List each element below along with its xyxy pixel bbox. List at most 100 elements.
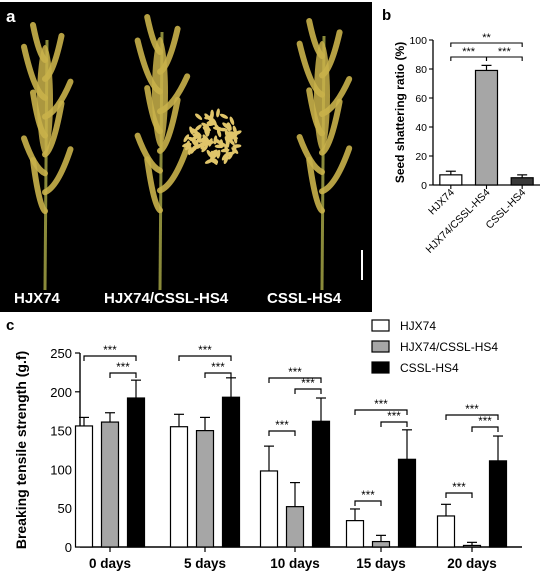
y-tick-label: 0 bbox=[421, 180, 427, 192]
x-tick-label: 15 days bbox=[356, 556, 406, 571]
significance-label: *** bbox=[478, 416, 492, 428]
seed bbox=[216, 128, 222, 138]
seed bbox=[201, 145, 208, 153]
bar bbox=[474, 69, 499, 186]
panicle-cssl-hs4 bbox=[296, 18, 353, 291]
bar bbox=[510, 177, 534, 186]
panicle-head bbox=[152, 37, 168, 147]
panicle-branch bbox=[42, 146, 74, 196]
x-tick-label: 5 days bbox=[184, 556, 226, 571]
significance-label: *** bbox=[301, 378, 315, 390]
panicle-branch bbox=[157, 144, 191, 194]
significance-bracket bbox=[380, 421, 408, 427]
seed bbox=[219, 113, 229, 119]
bar bbox=[285, 506, 305, 548]
panicle-head bbox=[37, 45, 53, 155]
panel-c-letter: c bbox=[6, 317, 14, 334]
legend-label: HJX74/CSSL-HS4 bbox=[400, 340, 498, 354]
significance-bracket bbox=[83, 355, 137, 361]
significance-label: *** bbox=[465, 404, 479, 416]
seed bbox=[195, 113, 203, 120]
seed bbox=[223, 155, 229, 165]
y-tick-label: 200 bbox=[50, 385, 72, 400]
legend-label: CSSL-HS4 bbox=[400, 361, 459, 375]
significance-label: *** bbox=[374, 399, 388, 411]
significance-bracket bbox=[178, 355, 232, 361]
seed bbox=[194, 124, 202, 132]
panicle-branch bbox=[30, 157, 48, 215]
panel-b-letter: b bbox=[382, 7, 391, 24]
legend-swatch bbox=[371, 319, 390, 332]
panel-a-letter: a bbox=[6, 7, 16, 26]
seed bbox=[224, 145, 229, 155]
y-axis-title: Seed shattering ratio (%) bbox=[393, 42, 407, 183]
seed bbox=[205, 139, 215, 144]
significance-label: *** bbox=[288, 367, 302, 379]
significance-bracket bbox=[450, 42, 523, 47]
seed bbox=[190, 135, 199, 142]
significance-bracket bbox=[204, 372, 232, 378]
legend-swatch bbox=[371, 340, 390, 353]
bar bbox=[436, 515, 456, 548]
bar bbox=[221, 396, 241, 548]
x-tick-label: 20 days bbox=[447, 556, 497, 571]
panicle-branch bbox=[319, 145, 353, 195]
label-cssl-hs4: CSSL-HS4 bbox=[267, 290, 342, 307]
bar bbox=[169, 426, 189, 548]
panicle-hjx74-cssl-hs4 bbox=[134, 14, 191, 291]
significance-label: ** bbox=[482, 32, 491, 44]
x-tick-label: HJX74/CSSL-HS4 bbox=[423, 187, 492, 256]
significance-bracket bbox=[354, 500, 382, 506]
significance-label: *** bbox=[211, 362, 225, 374]
label-hjx74-cssl-hs4: HJX74/CSSL-HS4 bbox=[104, 290, 229, 307]
seed bbox=[196, 134, 202, 143]
x-tick-label: 0 days bbox=[89, 556, 131, 571]
panicle-branch bbox=[319, 98, 343, 156]
significance-bracket bbox=[268, 377, 322, 383]
seed bbox=[232, 125, 237, 135]
significance-label: *** bbox=[103, 345, 117, 357]
detached-seeds bbox=[182, 108, 242, 165]
bar bbox=[462, 544, 482, 548]
legend-swatch bbox=[371, 361, 390, 374]
bar bbox=[311, 420, 331, 548]
panicle-branch bbox=[157, 96, 181, 154]
seed bbox=[218, 141, 227, 147]
bar bbox=[439, 174, 463, 186]
significance-bracket bbox=[471, 426, 499, 432]
significance-bracket bbox=[109, 372, 137, 378]
panel-c-chart: c 0 50 100 150 200 250 Breaking tensile streng… bbox=[6, 317, 522, 571]
significance-label: *** bbox=[387, 411, 401, 423]
seed bbox=[203, 125, 211, 132]
y-tick-label: 250 bbox=[50, 346, 72, 361]
significance-bracket bbox=[268, 430, 296, 436]
panicle-head bbox=[314, 41, 330, 151]
x-tick-label: 10 days bbox=[270, 556, 320, 571]
bar bbox=[126, 397, 146, 548]
seed bbox=[196, 142, 204, 149]
seed bbox=[229, 134, 238, 140]
significance-label: *** bbox=[498, 46, 512, 58]
significance-bracket bbox=[294, 388, 322, 394]
panicle-branch bbox=[144, 156, 163, 214]
y-tick-label: 100 bbox=[409, 35, 427, 47]
seed bbox=[184, 143, 192, 151]
seed bbox=[227, 122, 232, 131]
y-tick-label: 20 bbox=[415, 151, 427, 163]
seed bbox=[182, 142, 191, 148]
significance-label: *** bbox=[452, 482, 466, 494]
bar bbox=[259, 470, 279, 548]
seed bbox=[211, 157, 218, 165]
significance-bracket bbox=[354, 409, 408, 415]
y-tick-label: 100 bbox=[50, 462, 72, 477]
seed bbox=[210, 152, 220, 157]
y-axis-title: Breaking tensile strength (g.f) bbox=[13, 351, 29, 549]
panel-a: a HJX74 HJX74/CSSL-HS4 CSSL-HS4 bbox=[0, 2, 372, 312]
seed bbox=[206, 149, 213, 158]
seed bbox=[224, 151, 233, 158]
legend-label: HJX74 bbox=[400, 319, 436, 333]
y-tick-label: 0 bbox=[65, 540, 72, 555]
seed bbox=[183, 134, 190, 143]
seed bbox=[226, 131, 236, 135]
